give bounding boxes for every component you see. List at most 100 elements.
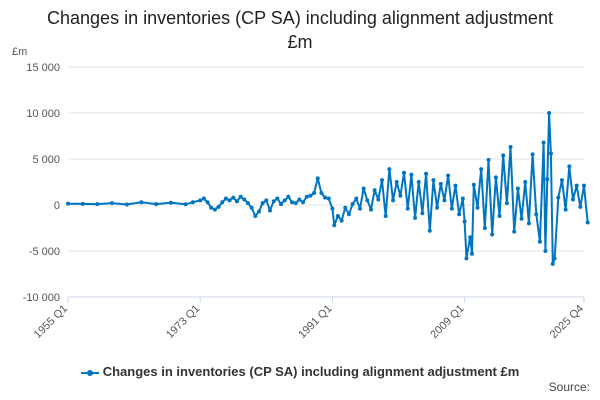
data-point	[346, 212, 351, 217]
data-point	[330, 206, 335, 211]
data-point	[413, 215, 418, 220]
data-point	[249, 205, 254, 210]
data-point	[559, 178, 564, 183]
data-point	[380, 178, 385, 183]
data-point	[308, 193, 313, 198]
data-point	[523, 180, 528, 184]
data-point	[139, 200, 144, 205]
data-point	[354, 196, 359, 201]
data-point	[312, 191, 317, 196]
data-point	[526, 221, 531, 226]
data-point	[530, 152, 535, 157]
data-point	[260, 201, 265, 206]
data-point	[343, 205, 348, 210]
data-point	[335, 214, 340, 219]
data-point	[582, 183, 586, 188]
data-point	[357, 206, 362, 211]
data-point	[332, 223, 337, 228]
data-point	[541, 140, 546, 145]
data-point	[424, 171, 429, 176]
data-point	[501, 153, 506, 158]
legend-item-label: Changes in inventories (CP SA) including…	[102, 364, 520, 379]
data-point	[468, 235, 473, 240]
data-point	[293, 201, 298, 206]
data-point	[319, 191, 324, 196]
data-point	[301, 200, 306, 205]
data-point	[570, 197, 575, 202]
data-point	[376, 197, 381, 202]
data-point	[585, 220, 590, 225]
data-point	[416, 180, 421, 184]
y-tick-label: 0	[54, 200, 60, 212]
data-point	[504, 201, 509, 206]
data-point	[550, 261, 555, 266]
data-point	[556, 195, 561, 200]
data-point	[508, 145, 513, 150]
data-point	[209, 205, 214, 210]
y-axis-unit-label: £m	[12, 46, 28, 58]
data-point	[201, 196, 206, 201]
data-point	[253, 214, 258, 219]
data-point	[231, 195, 236, 200]
data-point	[497, 214, 502, 219]
x-tick-label: 1955 Q1	[32, 303, 70, 341]
data-point	[205, 200, 210, 205]
data-point	[475, 205, 480, 210]
data-point	[453, 183, 458, 188]
data-point	[515, 186, 520, 191]
legend[interactable]: Changes in inventories (CP SA) including…	[0, 364, 600, 379]
x-tick-label: 1973 Q1	[164, 303, 202, 341]
data-point	[457, 212, 462, 217]
y-tick-label: -5 000	[29, 246, 60, 258]
data-point	[124, 202, 129, 207]
data-point	[460, 196, 465, 201]
data-point	[304, 194, 309, 199]
data-point	[552, 256, 557, 261]
data-point	[537, 239, 542, 244]
data-point	[372, 188, 377, 193]
legend-line-marker-icon	[80, 368, 99, 378]
data-point	[66, 201, 70, 206]
chart-title: Changes in inventories (CP SA) including…	[47, 8, 553, 52]
data-point	[479, 167, 484, 172]
data-point	[365, 198, 370, 203]
data-point	[168, 200, 173, 205]
data-point	[431, 178, 436, 183]
data-point	[297, 197, 302, 202]
data-point	[350, 202, 355, 207]
data-point	[438, 181, 443, 186]
data-point	[282, 198, 287, 203]
data-point	[190, 200, 195, 205]
source-label: Source:	[548, 380, 590, 394]
data-point	[486, 157, 491, 162]
data-point	[110, 201, 115, 206]
data-point	[256, 209, 261, 214]
data-point	[398, 193, 403, 198]
data-point	[383, 214, 388, 219]
data-point	[339, 218, 344, 223]
data-point	[482, 226, 487, 230]
data-point	[80, 201, 85, 206]
data-point	[361, 186, 366, 191]
data-point	[234, 199, 239, 204]
y-tick-label: 5 000	[32, 154, 60, 166]
data-point	[271, 199, 276, 204]
data-point	[427, 228, 432, 233]
data-point	[394, 180, 399, 184]
data-point	[368, 207, 373, 212]
data-point	[543, 249, 548, 253]
data-point	[442, 198, 447, 203]
data-point	[563, 207, 568, 212]
data-point	[216, 204, 221, 209]
data-point	[387, 167, 392, 172]
data-point	[574, 183, 579, 188]
data-point	[471, 182, 476, 187]
data-point	[519, 216, 524, 221]
data-point	[315, 176, 320, 181]
data-point	[545, 177, 550, 182]
data-point	[469, 251, 474, 256]
y-tick-label: 15 000	[26, 62, 60, 74]
y-tick-label: -10 000	[23, 292, 60, 304]
series-line	[67, 112, 589, 265]
data-point	[548, 151, 553, 156]
